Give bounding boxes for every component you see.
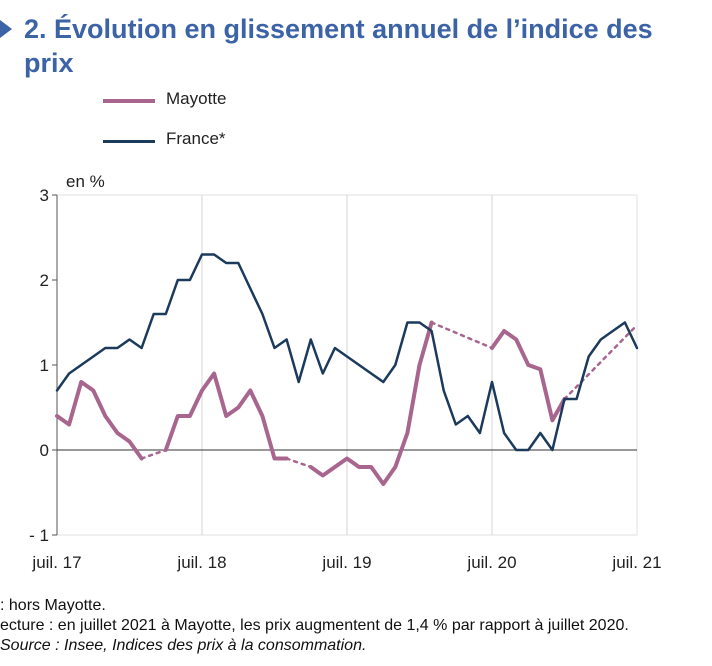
chart-title: 2. Évolution en glissement annuel de l’i… <box>24 14 653 78</box>
title-arrow-icon <box>0 20 12 38</box>
x-tick-label: juil. 20 <box>466 553 516 572</box>
mayotte-line-segment <box>55 380 144 461</box>
y-unit-label: en % <box>66 172 105 191</box>
mayotte-line-segment <box>163 371 289 461</box>
y-tick-label: 2 <box>40 271 49 290</box>
chart-notes: : hors Mayotte. ecture : en juillet 2021… <box>0 596 629 656</box>
y-tick-label: 0 <box>40 441 49 460</box>
y-tick-label: - 1 <box>29 526 49 545</box>
mayotte-line-segment-dashed <box>140 448 168 460</box>
series-layer <box>55 253 639 486</box>
y-tick-label: 3 <box>40 186 49 205</box>
mayotte-line-segment-dashed <box>285 457 313 469</box>
legend-label-mayotte: Mayotte <box>166 89 227 108</box>
mayotte-line-segment <box>308 320 434 486</box>
footnote: : hors Mayotte. <box>0 597 106 614</box>
axis-layer <box>52 194 637 536</box>
legend-label-france: France* <box>166 129 226 148</box>
line-chart: 3 2 1 0 - 1 juil. 17 juil. 18 juil. 19 juil. 20 j… <box>29 186 661 572</box>
grid-layer <box>56 194 638 536</box>
mayotte-line-segment-dashed <box>430 321 494 350</box>
x-tick-label: juil. 19 <box>321 553 371 572</box>
mayotte-line-segment <box>490 329 567 423</box>
mayotte-line-segment-dashed <box>563 323 639 401</box>
x-tick-label: juil. 17 <box>31 553 81 572</box>
legend-swatch-mayotte <box>103 99 155 103</box>
tick-label-layer: 3 2 1 0 - 1 juil. 17 juil. 18 juil. 19 juil. 20 j… <box>29 186 661 572</box>
reading-note: ecture : en juillet 2021 à Mayotte, les … <box>0 617 629 634</box>
source-note: Source : Insee, Indices des prix à la co… <box>0 637 367 654</box>
x-tick-label: juil. 18 <box>176 553 226 572</box>
x-tick-label: juil. 21 <box>611 553 661 572</box>
legend-swatch-france <box>103 140 155 143</box>
france-line-segment <box>55 253 639 452</box>
y-tick-label: 1 <box>40 356 49 375</box>
